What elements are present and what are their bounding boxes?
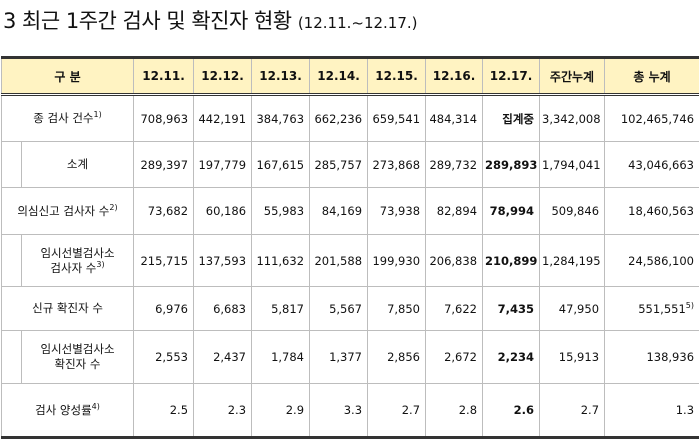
table-cell: 285,757 xyxy=(310,142,368,188)
table-cell: 18,460,563 xyxy=(605,188,699,235)
table-row: 종 검사 건수1) 708,963 442,191 384,763 662,23… xyxy=(2,95,699,142)
table-row: 의심신고 검사자 수2) 73,682 60,186 55,983 84,169… xyxy=(2,188,699,235)
table-cell: 215,715 xyxy=(134,235,194,287)
table-cell: 442,191 xyxy=(194,95,252,142)
table-cell: 2,437 xyxy=(194,331,252,384)
table-cell: 102,465,746 xyxy=(605,95,699,142)
table-cell: 206,838 xyxy=(426,235,483,287)
table-cell: 78,994 xyxy=(483,188,540,235)
header-cumulative-total: 총 누계 xyxy=(605,58,699,95)
table-cell: 384,763 xyxy=(252,95,310,142)
table-cell: 551,5515) xyxy=(605,287,699,331)
table-cell: 2,553 xyxy=(134,331,194,384)
table-cell: 111,632 xyxy=(252,235,310,287)
table-cell: 2.6 xyxy=(483,384,540,438)
table-cell: 84,169 xyxy=(310,188,368,235)
header-date: 12.12. xyxy=(194,58,252,95)
table-cell: 708,963 xyxy=(134,95,194,142)
header-weekly-total: 주간누계 xyxy=(540,58,605,95)
title-date-range: (12.11.~12.17.) xyxy=(298,14,418,32)
header-row: 구 분 12.11. 12.12. 12.13. 12.14. 12.15. 1… xyxy=(2,58,699,95)
table-cell: 7,850 xyxy=(368,287,426,331)
table-cell: 289,732 xyxy=(426,142,483,188)
table-row: 검사 양성률4) 2.5 2.3 2.9 3.3 2.7 2.8 2.6 2.7… xyxy=(2,384,699,438)
row-label: 종 검사 건수1) xyxy=(2,95,134,142)
table-cell: 201,588 xyxy=(310,235,368,287)
table-cell: 집계중 xyxy=(483,95,540,142)
table-cell: 2.7 xyxy=(368,384,426,438)
table-cell: 659,541 xyxy=(368,95,426,142)
table-cell: 167,615 xyxy=(252,142,310,188)
table-cell: 197,779 xyxy=(194,142,252,188)
table-cell: 484,314 xyxy=(426,95,483,142)
header-date: 12.14. xyxy=(310,58,368,95)
indent-cell xyxy=(2,142,22,188)
indent-cell xyxy=(2,331,22,384)
table-cell: 6,976 xyxy=(134,287,194,331)
table-cell: 2.7 xyxy=(540,384,605,438)
table-cell: 73,938 xyxy=(368,188,426,235)
table-cell: 6,683 xyxy=(194,287,252,331)
table-cell: 7,435 xyxy=(483,287,540,331)
header-date: 12.16. xyxy=(426,58,483,95)
table-cell: 82,894 xyxy=(426,188,483,235)
row-label: 신규 확진자 수 xyxy=(2,287,134,331)
table-cell: 1,284,195 xyxy=(540,235,605,287)
table-cell: 2.8 xyxy=(426,384,483,438)
table-cell: 2,856 xyxy=(368,331,426,384)
page-title: 3 최근 1주간 검사 및 확진자 현황 (12.11.~12.17.) xyxy=(3,4,418,38)
table-cell: 2,234 xyxy=(483,331,540,384)
table-cell: 15,913 xyxy=(540,331,605,384)
table-cell: 199,930 xyxy=(368,235,426,287)
table-cell: 5,817 xyxy=(252,287,310,331)
table-cell: 1,784 xyxy=(252,331,310,384)
table-cell: 55,983 xyxy=(252,188,310,235)
header-date: 12.17. xyxy=(483,58,540,95)
table-cell: 1,377 xyxy=(310,331,368,384)
table-cell: 509,846 xyxy=(540,188,605,235)
table-cell: 2,672 xyxy=(426,331,483,384)
table-cell: 1,794,041 xyxy=(540,142,605,188)
table-cell: 73,682 xyxy=(134,188,194,235)
header-date: 12.15. xyxy=(368,58,426,95)
table-cell: 5,567 xyxy=(310,287,368,331)
table-cell: 662,236 xyxy=(310,95,368,142)
table-cell: 137,593 xyxy=(194,235,252,287)
title-main: 3 최근 1주간 검사 및 확진자 현황 xyxy=(3,9,292,33)
row-label: 검사 양성률4) xyxy=(2,384,134,438)
table-cell: 3.3 xyxy=(310,384,368,438)
table-row: 소계 289,397 197,779 167,615 285,757 273,8… xyxy=(2,142,699,188)
table-cell: 289,397 xyxy=(134,142,194,188)
table-cell: 43,046,663 xyxy=(605,142,699,188)
table-cell: 138,936 xyxy=(605,331,699,384)
table-cell: 2.9 xyxy=(252,384,310,438)
header-date: 12.13. xyxy=(252,58,310,95)
header-date: 12.11. xyxy=(134,58,194,95)
table-cell: 3,342,008 xyxy=(540,95,605,142)
table-cell: 2.5 xyxy=(134,384,194,438)
table-cell: 7,622 xyxy=(426,287,483,331)
table-cell: 210,899 xyxy=(483,235,540,287)
table-cell: 273,868 xyxy=(368,142,426,188)
row-label: 소계 xyxy=(22,142,134,188)
table-cell: 60,186 xyxy=(194,188,252,235)
table-cell: 24,586,100 xyxy=(605,235,699,287)
row-label: 의심신고 검사자 수2) xyxy=(2,188,134,235)
table-cell: 2.3 xyxy=(194,384,252,438)
header-category: 구 분 xyxy=(2,58,134,95)
table-cell: 47,950 xyxy=(540,287,605,331)
table-cell: 1.3 xyxy=(605,384,699,438)
testing-status-table: 구 분 12.11. 12.12. 12.13. 12.14. 12.15. 1… xyxy=(1,56,699,439)
table-cell: 289,893 xyxy=(483,142,540,188)
table-row: 신규 확진자 수 6,976 6,683 5,817 5,567 7,850 7… xyxy=(2,287,699,331)
indent-cell xyxy=(2,235,22,287)
